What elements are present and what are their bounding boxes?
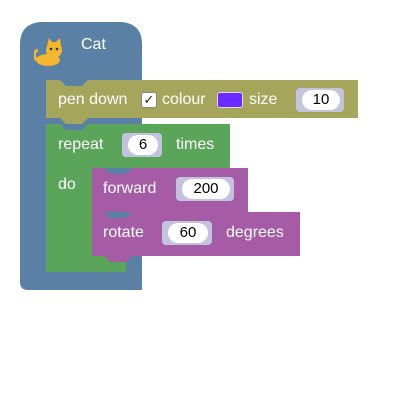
forward-value-input[interactable]: 200 [182,179,230,199]
repeat-label: repeat [58,136,104,153]
size-label: size [249,91,278,108]
rotate-label: rotate [103,224,144,241]
cat-icon [34,38,62,66]
repeat-count-input[interactable]: 6 [128,135,158,155]
size-input[interactable]: 10 [302,90,340,110]
rotate-value-slot[interactable]: 60 [162,221,212,245]
pen-block-shape[interactable] [46,80,358,124]
repeat-count-slot[interactable]: 6 [122,133,162,157]
forward-value-slot[interactable]: 200 [176,177,234,201]
colour-label: colour [162,91,206,108]
size-input-slot[interactable]: 10 [296,88,344,112]
do-label: do [58,176,76,193]
rotate-value-input[interactable]: 60 [168,223,208,243]
sprite-name: Cat [81,36,106,53]
degrees-label: degrees [226,224,284,241]
pen-down-checkbox[interactable]: ✓ [141,92,157,108]
forward-label: forward [103,180,157,197]
pen-down-label: pen down [58,91,128,108]
colour-swatch[interactable] [217,92,243,108]
times-label: times [176,136,215,153]
